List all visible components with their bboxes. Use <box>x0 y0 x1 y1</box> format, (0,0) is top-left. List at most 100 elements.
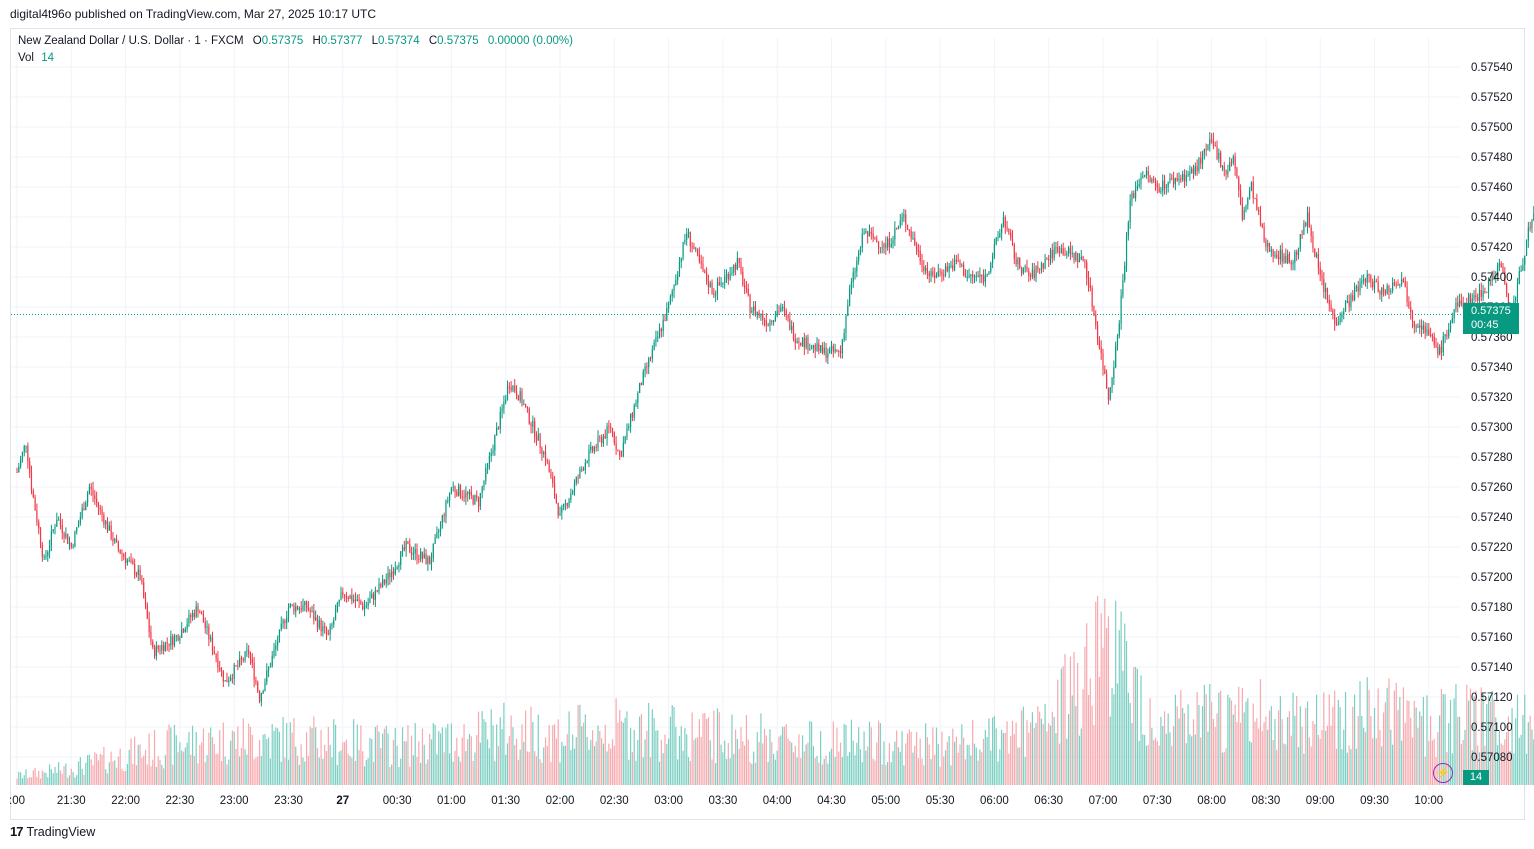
candle-body <box>776 311 778 317</box>
volume-bar <box>155 766 157 785</box>
candle-body <box>1527 227 1529 241</box>
volume-bar <box>660 739 662 785</box>
candle-body <box>25 445 27 447</box>
candle-body <box>421 551 424 559</box>
volume-bar <box>97 760 100 785</box>
volume-bar <box>1518 737 1520 785</box>
volume-bar <box>561 741 563 785</box>
volume-bar <box>1353 694 1356 785</box>
volume-bar <box>1026 720 1028 785</box>
candle-body <box>968 275 970 278</box>
candle-body <box>1355 286 1357 288</box>
candle-body <box>673 284 675 292</box>
volume-bar <box>816 755 818 785</box>
volume-bar <box>81 768 83 785</box>
volume-bar <box>1234 704 1236 785</box>
volume-bar <box>671 705 673 785</box>
candle-body <box>316 617 319 628</box>
candle-body <box>713 293 715 296</box>
candle-body <box>881 247 883 249</box>
candle-body <box>653 342 655 350</box>
candle-body <box>660 328 662 332</box>
volume-bar <box>1249 741 1251 785</box>
candle-body <box>83 508 85 511</box>
tradingview-logo[interactable]: 17 TradingView <box>10 824 95 839</box>
time-axis[interactable]: :00 21:30 22:00 22:30 23:00 23:30 27 00:30 01:00… <box>9 795 1443 807</box>
candle-body <box>1153 179 1155 181</box>
candle-body <box>146 605 148 619</box>
volume-bar <box>157 756 159 785</box>
candle-body <box>521 391 523 405</box>
volume-bar <box>1504 739 1506 785</box>
volume-bar <box>132 763 134 785</box>
y-tick-label: 0.57120 <box>1471 692 1513 704</box>
volume-bar <box>316 748 319 785</box>
volume-bar <box>984 729 986 785</box>
candle-body <box>121 553 123 555</box>
volume-bar <box>217 753 219 785</box>
volume-bar <box>910 731 912 785</box>
volume-bar <box>624 717 626 785</box>
candle-body <box>856 260 858 272</box>
volume-bar <box>619 709 621 785</box>
volume-bar <box>1332 707 1334 785</box>
candle-body <box>76 527 78 532</box>
candle-body <box>43 556 45 558</box>
candle-body <box>753 306 755 311</box>
price-axis[interactable]: 0.575400.575200.575000.574800.574600.574… <box>1471 62 1513 764</box>
volume-bar <box>1335 748 1338 785</box>
volume-bar <box>767 762 769 785</box>
volume-bar <box>644 739 646 785</box>
candle-body <box>586 461 588 463</box>
volume-bar <box>615 698 617 785</box>
volume-bar <box>191 725 194 785</box>
candle-body <box>382 579 384 587</box>
volume-bar <box>505 754 507 785</box>
candle-body <box>1192 168 1195 174</box>
candle-body <box>1249 190 1251 199</box>
candle-body <box>1431 335 1434 337</box>
candle-body <box>1495 274 1497 278</box>
candle-body <box>553 482 556 497</box>
last-price-label: 0.57375 00:45 <box>1463 303 1519 334</box>
candle-body <box>27 445 29 462</box>
volume-bar <box>77 761 80 785</box>
symbol-title[interactable]: New Zealand Dollar / U.S. Dollar · 1 · F… <box>18 35 244 47</box>
volume-bar <box>1133 667 1135 785</box>
candle-body <box>345 595 348 598</box>
volume-bar <box>289 722 291 785</box>
candle-body <box>325 627 328 634</box>
candle-body <box>29 461 31 473</box>
candle-body <box>885 243 887 248</box>
candle-body <box>306 601 308 608</box>
symbol-legend[interactable]: New Zealand Dollar / U.S. Dollar · 1 · F… <box>18 35 573 47</box>
volume-bar <box>172 764 174 785</box>
volume-bar <box>1430 715 1432 785</box>
volume-key[interactable]: Vol <box>18 52 34 64</box>
candle-body <box>825 347 827 358</box>
volume-bar <box>1513 753 1515 785</box>
volume-bar <box>351 757 353 785</box>
x-tick-label: 07:30 <box>1143 795 1172 807</box>
candle-body <box>1265 240 1267 247</box>
volume-bar <box>872 758 874 785</box>
candle-body <box>293 604 295 612</box>
volume-bar <box>756 732 758 785</box>
candle-body <box>1332 310 1334 315</box>
volume-bar <box>1419 711 1421 785</box>
volume-bar <box>838 751 840 785</box>
volume-bar <box>883 741 885 785</box>
candle-body <box>1489 279 1491 281</box>
volume-bar <box>724 740 726 785</box>
volume-bar <box>1107 616 1110 785</box>
volume-bar <box>894 741 896 785</box>
lightning-icon[interactable]: ⚡ <box>1433 763 1453 783</box>
candle-body <box>668 303 670 309</box>
volume-legend[interactable]: Vol 14 <box>18 52 54 64</box>
tradingview-icon: 17 <box>10 824 24 839</box>
volume-bar <box>193 755 195 785</box>
candle-body <box>1172 178 1175 185</box>
candle-body <box>244 651 246 661</box>
candle-body <box>696 248 699 255</box>
